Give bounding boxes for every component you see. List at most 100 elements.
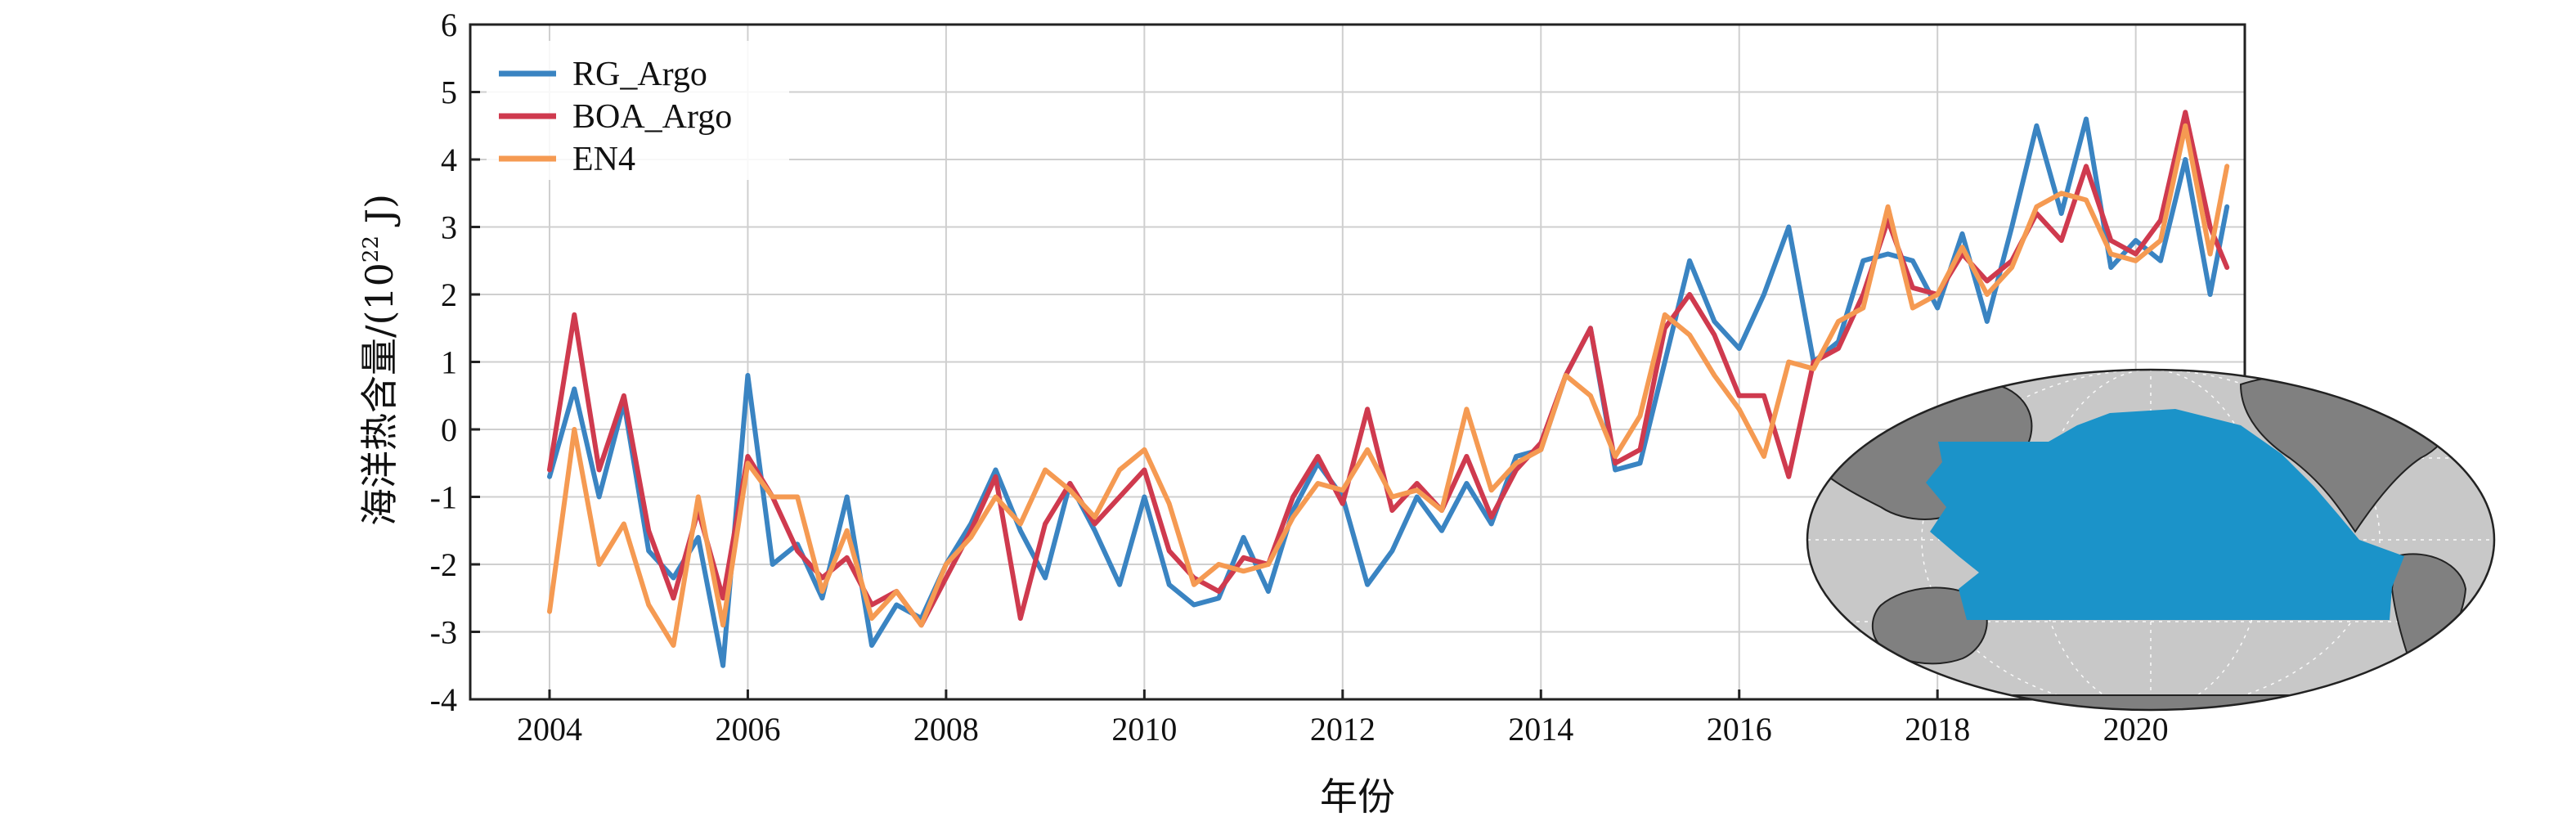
y-tick-label: -2	[430, 546, 457, 583]
data-point-rg-argo	[1762, 293, 1766, 296]
data-point-en4	[1737, 407, 1741, 411]
data-point-boa-argo	[1985, 279, 1989, 283]
data-point-rg-argo	[1663, 360, 1667, 364]
data-point-en4	[622, 522, 626, 526]
data-point-rg-argo	[1910, 258, 1914, 263]
y-tick-label: -1	[430, 479, 457, 516]
data-point-en4	[1787, 360, 1791, 364]
data-point-boa-argo	[944, 576, 948, 580]
data-point-boa-argo	[1043, 522, 1048, 526]
data-point-rg-argo	[746, 374, 750, 377]
x-tick-label: 2018	[1905, 711, 1970, 748]
series-layer	[547, 110, 2230, 668]
y-tick-label: 1	[441, 344, 457, 381]
data-point-boa-argo	[2109, 239, 2113, 242]
data-point-rg-argo	[1291, 509, 1295, 512]
data-point-en4	[1415, 488, 1419, 492]
data-point-boa-argo	[1415, 482, 1419, 485]
data-point-en4	[1489, 488, 1493, 492]
data-point-en4	[1068, 488, 1072, 492]
data-point-boa-argo	[1712, 333, 1717, 337]
data-point-en4	[647, 603, 651, 607]
data-point-rg-argo	[1043, 576, 1048, 580]
data-point-en4	[770, 495, 774, 499]
data-point-boa-argo	[746, 455, 750, 458]
data-point-rg-argo	[2109, 266, 2113, 269]
data-point-boa-argo	[1837, 347, 1840, 350]
data-point-en4	[548, 609, 551, 613]
data-point-en4	[2134, 258, 2138, 263]
data-point-en4	[1093, 515, 1097, 519]
y-axis: -4 -3 -2 -1 0 1 2 3 4 5 6	[430, 7, 480, 718]
data-point-rg-argo	[1985, 320, 1989, 323]
data-point-en4	[1390, 495, 1394, 499]
data-point-boa-argo	[994, 474, 998, 478]
data-point-en4	[1588, 393, 1592, 398]
data-point-rg-argo	[2085, 117, 2088, 121]
data-point-en4	[1515, 461, 1518, 465]
data-point-en4	[1340, 488, 1344, 492]
data-point-en4	[1142, 447, 1147, 451]
data-point-rg-argo	[1093, 528, 1097, 532]
data-point-en4	[1564, 374, 1568, 377]
data-point-en4	[696, 495, 700, 499]
data-point-boa-argo	[2225, 266, 2229, 269]
data-point-rg-argo	[597, 495, 601, 499]
x-tick-label: 2012	[1310, 711, 1376, 748]
data-point-boa-argo	[2183, 110, 2188, 115]
data-point-en4	[994, 495, 998, 499]
data-point-en4	[1960, 245, 1964, 249]
data-point-en4	[895, 590, 899, 593]
y-tick-label: 3	[441, 209, 457, 246]
data-point-rg-argo	[2183, 158, 2188, 161]
data-point-rg-argo	[1266, 590, 1270, 593]
data-point-boa-argo	[870, 603, 873, 607]
data-point-en4	[1886, 204, 1890, 209]
data-point-boa-argo	[1737, 393, 1741, 398]
data-point-rg-argo	[1960, 231, 1964, 236]
data-point-boa-argo	[1489, 515, 1493, 519]
data-point-en4	[1043, 468, 1048, 472]
data-point-rg-argo	[1688, 258, 1692, 263]
data-point-boa-argo	[1787, 474, 1791, 478]
x-axis-title: 年份	[1320, 775, 1395, 819]
data-point-rg-argo	[1390, 549, 1394, 553]
data-point-boa-argo	[1515, 468, 1518, 472]
data-point-en4	[1985, 293, 1989, 296]
data-point-en4	[597, 563, 601, 566]
x-tick-label: 2008	[913, 711, 979, 748]
data-point-rg-argo	[1217, 596, 1221, 600]
data-point-en4	[1861, 306, 1865, 310]
data-point-en4	[1910, 306, 1914, 310]
data-point-en4	[1241, 569, 1245, 573]
data-point-en4	[2208, 252, 2212, 256]
data-point-en4	[2159, 239, 2162, 242]
data-point-en4	[1811, 366, 1815, 371]
y-tick-label: 6	[441, 7, 457, 43]
data-point-en4	[1762, 455, 1766, 458]
data-point-boa-argo	[796, 549, 800, 553]
data-point-en4	[1118, 468, 1122, 472]
data-point-rg-argo	[1118, 582, 1122, 586]
data-point-en4	[845, 528, 849, 532]
data-point-en4	[944, 563, 948, 566]
data-point-en4	[820, 590, 824, 593]
x-axis: 2004 2006 2008 2010 2012 2014 2016 2018 2020	[517, 689, 2169, 748]
data-point-boa-argo	[1588, 326, 1592, 330]
y-tick-label: 4	[441, 141, 457, 178]
data-point-rg-argo	[1861, 258, 1865, 263]
data-point-rg-argo	[994, 468, 998, 472]
data-point-boa-argo	[721, 596, 725, 600]
map-outline	[1806, 368, 2496, 712]
data-point-boa-argo	[1688, 293, 1692, 296]
data-point-boa-argo	[647, 528, 651, 532]
data-point-boa-argo	[1340, 501, 1344, 505]
data-point-rg-argo	[1018, 528, 1022, 532]
data-point-boa-argo	[1638, 447, 1642, 451]
data-point-en4	[746, 461, 750, 465]
data-point-en4	[721, 623, 725, 627]
data-point-en4	[1291, 515, 1295, 519]
data-point-rg-argo	[2059, 212, 2063, 215]
data-point-rg-argo	[1465, 482, 1469, 485]
data-point-rg-argo	[1515, 455, 1518, 458]
